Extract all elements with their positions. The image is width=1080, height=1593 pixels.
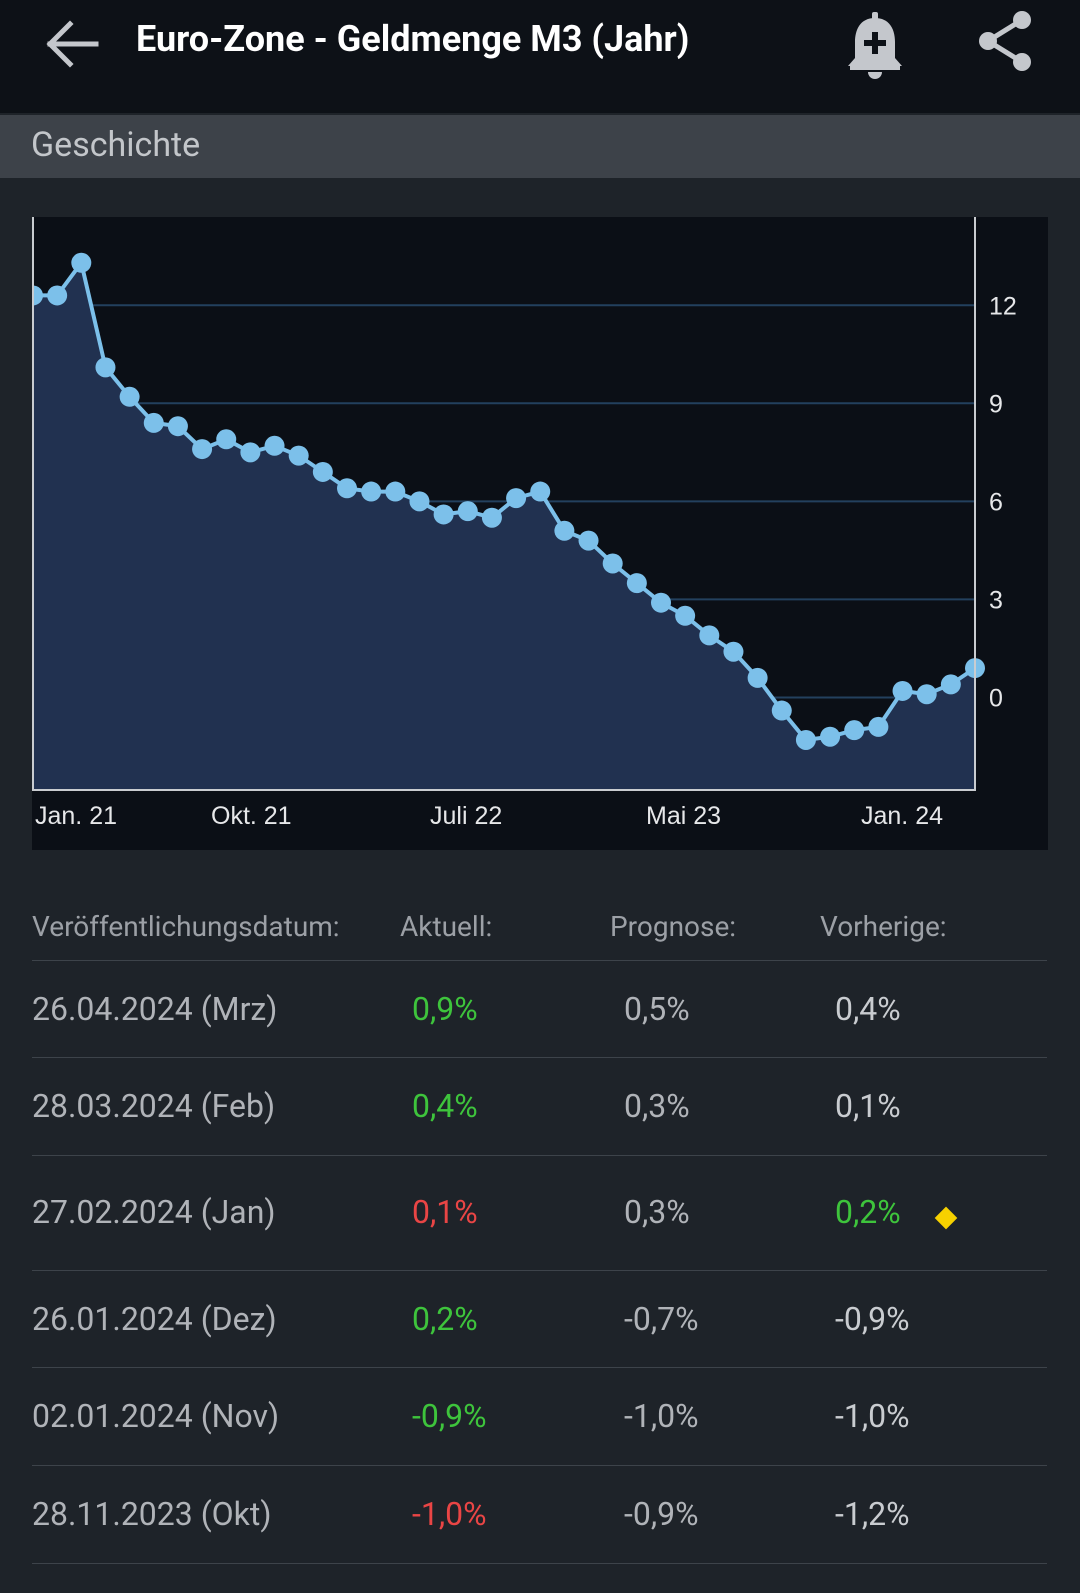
- header-actual: Aktuell:: [400, 910, 493, 943]
- data-point: [264, 435, 285, 456]
- row-date: 27.02.2024 (Jan): [32, 1193, 276, 1231]
- row-actual: 0,9%: [412, 990, 478, 1028]
- row-previous: -0,9%: [835, 1300, 910, 1338]
- arrow-left-icon: [46, 20, 99, 68]
- section-header: Geschichte: [0, 115, 1080, 178]
- row-previous: 0,4%: [835, 990, 901, 1028]
- row-actual: -1,0%: [412, 1495, 487, 1533]
- row-date: 28.11.2023 (Okt): [32, 1495, 272, 1533]
- row-forecast: -0,7%: [624, 1300, 699, 1338]
- data-point: [651, 592, 671, 613]
- data-point: [192, 439, 213, 460]
- data-point: [602, 553, 623, 574]
- data-point: [216, 429, 237, 450]
- data-point: [95, 357, 116, 378]
- data-point: [530, 481, 551, 502]
- data-point: [240, 442, 261, 463]
- row-actual: -0,9%: [412, 1397, 487, 1435]
- table-header: Veröffentlichungsdatum: Aktuell: Prognos…: [32, 900, 1047, 961]
- row-forecast: 0,3%: [624, 1087, 690, 1125]
- share-button[interactable]: [970, 10, 1040, 80]
- x-tick-label: Juli 22: [430, 802, 502, 830]
- row-actual: 0,1%: [412, 1193, 478, 1231]
- revised-diamond-icon: [934, 1206, 958, 1230]
- data-point: [312, 461, 333, 482]
- page-title: Euro-Zone - Geldmenge M3 (Jahr): [136, 18, 690, 60]
- data-point: [71, 252, 92, 273]
- table-row[interactable]: 26.04.2024 (Mrz) 0,9% 0,5% 0,4%: [32, 960, 1047, 1058]
- data-point: [433, 504, 454, 525]
- row-previous: 0,2%: [835, 1193, 901, 1231]
- bell-plus-icon: [848, 12, 902, 79]
- data-point: [771, 700, 792, 721]
- row-previous: -1,2%: [835, 1495, 910, 1533]
- table-row[interactable]: 02.01.2024 (Nov) -0,9% -1,0% -1,0%: [32, 1367, 1047, 1466]
- data-point: [626, 573, 647, 594]
- row-previous: 0,1%: [835, 1087, 901, 1125]
- data-point: [940, 674, 961, 695]
- data-point: [795, 729, 816, 750]
- data-point: [699, 625, 720, 646]
- row-previous: -1,0%: [835, 1397, 910, 1435]
- data-point: [47, 285, 68, 306]
- row-forecast: 0,3%: [624, 1193, 690, 1231]
- share-icon: [979, 11, 1031, 71]
- header-forecast: Prognose:: [610, 910, 737, 943]
- row-forecast: -0,9%: [624, 1495, 699, 1533]
- x-tick-label: Okt. 21: [211, 802, 292, 830]
- header-date: Veröffentlichungsdatum:: [32, 910, 340, 943]
- data-point: [844, 720, 865, 741]
- y-tick-label: 9: [989, 390, 1003, 418]
- y-tick-label: 6: [989, 488, 1003, 516]
- row-date: 02.01.2024 (Nov): [32, 1397, 280, 1435]
- series-line: [33, 258, 977, 743]
- row-forecast: -1,0%: [624, 1397, 699, 1435]
- data-point: [409, 491, 430, 512]
- header-previous: Vorherige:: [820, 910, 947, 943]
- row-date: 26.04.2024 (Mrz): [32, 990, 278, 1028]
- section-title: Geschichte: [31, 125, 201, 165]
- x-tick-label: Mai 23: [646, 802, 721, 830]
- data-point: [481, 507, 502, 528]
- data-point: [32, 285, 43, 306]
- data-point: [337, 478, 357, 499]
- y-tick-label: 3: [989, 586, 1003, 614]
- data-point: [554, 520, 575, 541]
- x-tick-label: Jan. 24: [861, 802, 943, 830]
- data-point: [119, 386, 140, 407]
- row-actual: 0,4%: [412, 1087, 478, 1125]
- table-row[interactable]: 28.03.2024 (Feb) 0,4% 0,3% 0,1%: [32, 1057, 1047, 1156]
- plot-frame: [32, 217, 976, 791]
- data-point: [820, 726, 841, 747]
- app-bar: Euro-Zone - Geldmenge M3 (Jahr): [0, 0, 1080, 113]
- history-chart[interactable]: 12 9 6 3 0 Jan. 21 Okt. 21 Juli 22 Mai 23 Jan. 2…: [32, 217, 1048, 850]
- data-point: [916, 684, 937, 705]
- row-date: 26.01.2024 (Dez): [32, 1300, 277, 1338]
- back-button[interactable]: [40, 14, 110, 84]
- data-point: [578, 530, 599, 551]
- data-point: [506, 488, 527, 509]
- data-point: [892, 680, 913, 701]
- data-point: [675, 605, 696, 626]
- area-fill: [33, 262, 975, 789]
- table-row[interactable]: 28.11.2023 (Okt) -1,0% -0,9% -1,2%: [32, 1465, 1047, 1564]
- data-point: [868, 716, 889, 737]
- row-actual: 0,2%: [412, 1300, 478, 1338]
- table-row[interactable]: 27.02.2024 (Jan) 0,1% 0,3% 0,2%: [32, 1155, 1047, 1271]
- y-tick-label: 0: [989, 684, 1003, 712]
- data-point: [457, 501, 478, 522]
- data-point: [361, 481, 382, 502]
- table-row[interactable]: 26.01.2024 (Dez) 0,2% -0,7% -0,9%: [32, 1270, 1047, 1368]
- row-date: 28.03.2024 (Feb): [32, 1087, 276, 1125]
- y-tick-label: 12: [989, 292, 1017, 320]
- data-point: [167, 416, 188, 437]
- data-point: [385, 481, 406, 502]
- data-point: [723, 641, 744, 662]
- row-forecast: 0,5%: [624, 990, 690, 1028]
- x-tick-label: Jan. 21: [35, 802, 117, 830]
- add-alert-button[interactable]: [840, 10, 910, 80]
- data-point: [143, 412, 164, 433]
- data-point: [288, 445, 309, 466]
- data-point: [747, 667, 768, 688]
